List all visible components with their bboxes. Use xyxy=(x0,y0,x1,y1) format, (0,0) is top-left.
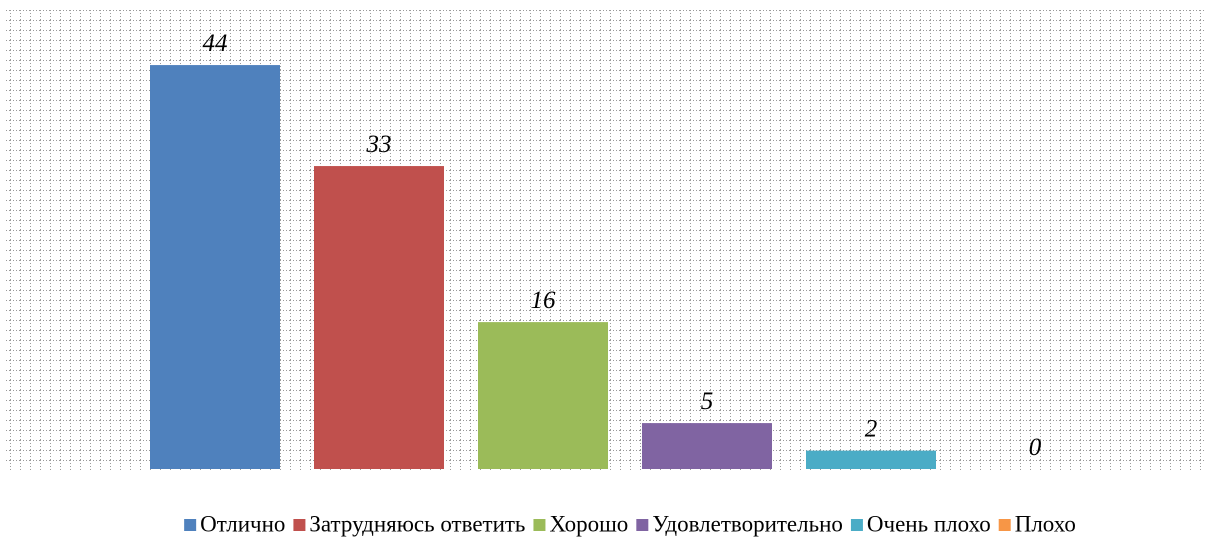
legend-swatch xyxy=(850,519,863,531)
bar xyxy=(314,166,444,469)
bar xyxy=(478,322,608,469)
legend-label: Затрудняюсь ответить xyxy=(309,511,525,536)
bars: 44 33 16 5 2 0 xyxy=(150,30,1042,469)
data-label: 33 xyxy=(366,131,392,158)
legend-label: Очень плохо xyxy=(867,511,991,536)
data-label: 0 xyxy=(1029,434,1042,461)
legend-swatch xyxy=(184,519,197,531)
legend-label: Плохо xyxy=(1015,511,1076,536)
legend-label: Отлично xyxy=(200,511,285,536)
bar xyxy=(150,65,280,469)
data-label: 44 xyxy=(203,30,228,57)
legend-swatch xyxy=(533,519,546,531)
bar xyxy=(806,450,936,469)
legend-swatch xyxy=(636,519,649,531)
data-label: 5 xyxy=(701,388,714,415)
legend-swatch xyxy=(293,519,306,531)
legend: Отлично Затрудняюсь ответить Хорошо Удовлет… xyxy=(184,511,1076,536)
data-label: 2 xyxy=(865,416,878,443)
legend-swatch xyxy=(998,519,1011,531)
data-label: 16 xyxy=(531,287,557,314)
bar xyxy=(642,423,772,469)
legend-label: Хорошо xyxy=(549,511,628,536)
legend-label: Удовлетворительно xyxy=(652,511,843,536)
